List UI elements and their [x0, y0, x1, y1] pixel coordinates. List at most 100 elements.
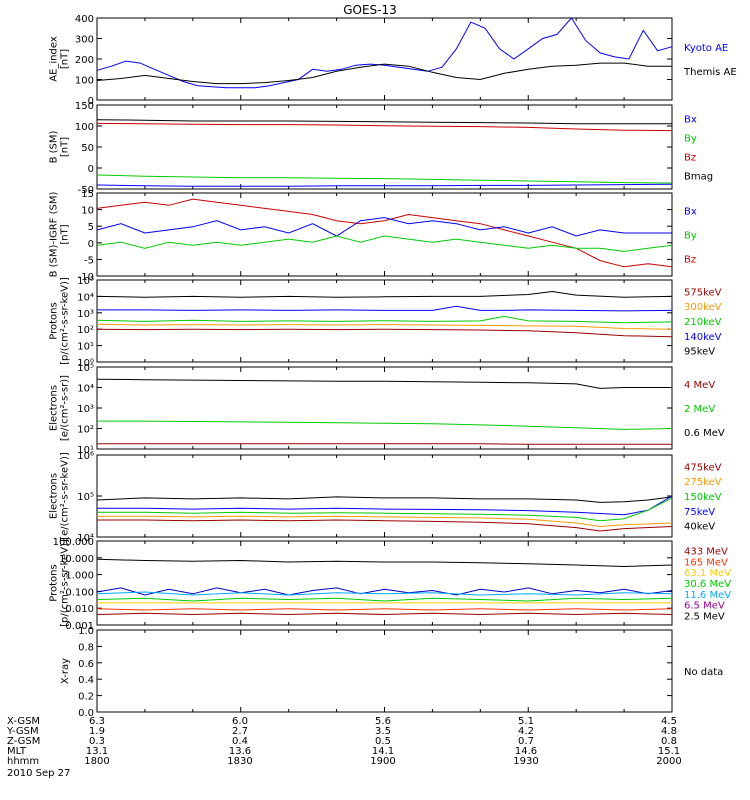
panel-1-ylabel: [nT]: [60, 49, 71, 69]
panel-7-legend-63.1-mev: 63.1 MeV: [684, 568, 731, 579]
orbit-value: 0.7: [518, 736, 534, 747]
orbit-value: 2.7: [232, 726, 248, 737]
panel-6-ylabel: Electrons: [49, 473, 60, 519]
panel-5-frame: [96, 366, 673, 450]
panel-7-series-11.6-mev: [96, 591, 673, 596]
orbit-value: 0.5: [375, 736, 391, 747]
panel-3-legend-by: By: [684, 231, 697, 242]
panel-4-series-95kev: [96, 290, 673, 298]
panel-6-series-75kev: [97, 495, 673, 516]
panel-7-series-2.5-mev: [96, 558, 673, 568]
panel-8-ytick-label: 0.6: [78, 659, 94, 670]
panel-1-series-kyoto-ae: [96, 17, 673, 89]
panel-2-legend-bz: Bz: [684, 153, 696, 164]
panel-3-ylabel: [nT]: [60, 224, 71, 244]
panel-6-series-475kev: [97, 519, 673, 532]
panel-7-ytick-label: 0.010: [65, 604, 94, 615]
panel-6-legend-40kev: 40keV: [684, 522, 715, 533]
panel-5-ytick-label: 10¹: [77, 445, 94, 456]
panel-2-ylabel: [nT]: [60, 137, 71, 157]
orbit-value: 4.5: [661, 716, 677, 727]
panel-5-series-4-mev: [97, 443, 672, 445]
panel-8-ylabel: X-ray: [60, 658, 71, 684]
orbit-value: 4.2: [518, 726, 534, 737]
orbit-value: 0.4: [232, 736, 248, 747]
panel-4-ytick-label: 10⁵: [77, 276, 94, 287]
panel-4-legend-210kev: 210keV: [684, 317, 722, 328]
panel-2-series-bmag: [96, 119, 672, 125]
orbit-value: 6.0: [232, 716, 248, 727]
panel-8-ytick-label: 0.8: [78, 642, 94, 653]
panel-2-ylabel: B (SM): [49, 130, 60, 163]
panel-7-ytick-label: 0.100: [65, 587, 94, 598]
panel-4-legend-140kev: 140keV: [684, 332, 722, 343]
panel-2-ytick-label: 150: [75, 101, 94, 112]
panel-4-ylabel: [p/(cm²-s-sr-keV)]: [60, 277, 71, 365]
orbit-value: 0.3: [89, 736, 105, 747]
panel-1-ytick-label: 400: [75, 14, 94, 25]
panel-1-frame: [96, 17, 673, 101]
panel-8-ytick-label: 0.4: [78, 675, 94, 686]
panel-7-ylabel: Protons: [49, 564, 60, 601]
panel-5-series-0.6-mev: [96, 378, 672, 389]
panel-5-legend-4-mev: 4 MeV: [684, 380, 715, 391]
panel-4-legend-300kev: 300keV: [684, 302, 722, 313]
panel-2-series-bx: [96, 183, 673, 187]
panel-2-series-bz: [96, 122, 673, 132]
panel-8-frame: [96, 629, 673, 713]
panel-4-series-300kev: [96, 323, 673, 330]
panel-5-ylabel: Electrons: [49, 385, 60, 431]
panel-7-legend-433-mev: 433 MeV: [684, 546, 728, 557]
panel-7-ytick-label: 1.000: [65, 571, 94, 582]
panel-8-ytick-label: 0.0: [78, 708, 94, 719]
panel-7-frame: [96, 540, 673, 626]
orbit-value: 14.6: [515, 746, 537, 757]
panel-6-legend-150kev: 150keV: [684, 492, 722, 503]
panel-4-ytick-label: 10⁴: [77, 292, 94, 303]
panel-7-ylabel: [p/(cm²-s-sr-keV)]: [60, 539, 71, 627]
panel-6-series-275kev: [97, 515, 673, 528]
orbit-value: 6.3: [89, 716, 105, 727]
panel-1-ylabel: AE_index: [49, 36, 60, 82]
panel-4-legend-95kev: 95keV: [684, 347, 715, 358]
orbit-value: 13.6: [229, 746, 251, 757]
panel-5-ylabel: [e/(cm²-s-sr)]: [60, 375, 71, 441]
panel-7-ytick-label: 10.000: [59, 554, 94, 565]
panel-4-ylabel: Protons: [49, 302, 60, 339]
orbit-value: 4.8: [661, 726, 677, 737]
panel-1-ytick-label: 0: [88, 96, 94, 107]
panel-2-ytick-label: 0: [88, 164, 94, 175]
panel-1-ytick-label: 300: [75, 35, 94, 46]
panel-2-ytick-label: -50: [78, 185, 94, 196]
panel-3-ylabel: B (SM)-IGRF (SM): [49, 192, 60, 278]
panel-8-ytick-label: 0.2: [78, 692, 94, 703]
panel-6-legend-75kev: 75keV: [684, 507, 715, 518]
orbit-value: 1.9: [89, 726, 105, 737]
panel-4-series-575kev: [96, 328, 673, 338]
panel-4-ytick-label: 10¹: [77, 342, 94, 353]
panel-5-series-2-mev: [97, 420, 673, 430]
orbit-value: 3.5: [375, 726, 391, 737]
panel-1-ytick-label: 200: [75, 55, 94, 66]
panel-7-series-433-mev: [96, 612, 673, 616]
panel-7-series-165-mev: [96, 608, 673, 611]
panel-6-legend-275kev: 275keV: [684, 477, 722, 488]
orbit-row-label: hhmm: [7, 756, 39, 767]
plot-title: GOES-13: [343, 3, 397, 17]
panel-3-ytick-label: 0: [88, 239, 94, 250]
panel-3-ytick-label: 10: [81, 206, 94, 217]
panel-2-ytick-label: 100: [75, 122, 94, 133]
panel-6-series-150kev: [97, 497, 673, 522]
panel-5-ytick-label: 10³: [77, 404, 94, 415]
panel-1-ytick-label: 100: [75, 76, 94, 87]
orbit-value: 1900: [370, 756, 395, 767]
panel-7-series-6.5-mev: [96, 587, 673, 596]
orbit-row-label: MLT: [7, 746, 27, 757]
panel-5-ytick-label: 10⁴: [77, 384, 94, 395]
panel-7-ytick-label: 100.000: [53, 537, 94, 548]
orbit-value: 1800: [84, 756, 109, 767]
panel-3-series-bz: [96, 198, 673, 268]
orbit-value: 5.6: [375, 716, 391, 727]
orbit-value: 14.1: [372, 746, 394, 757]
orbit-value: 0.8: [661, 736, 677, 747]
